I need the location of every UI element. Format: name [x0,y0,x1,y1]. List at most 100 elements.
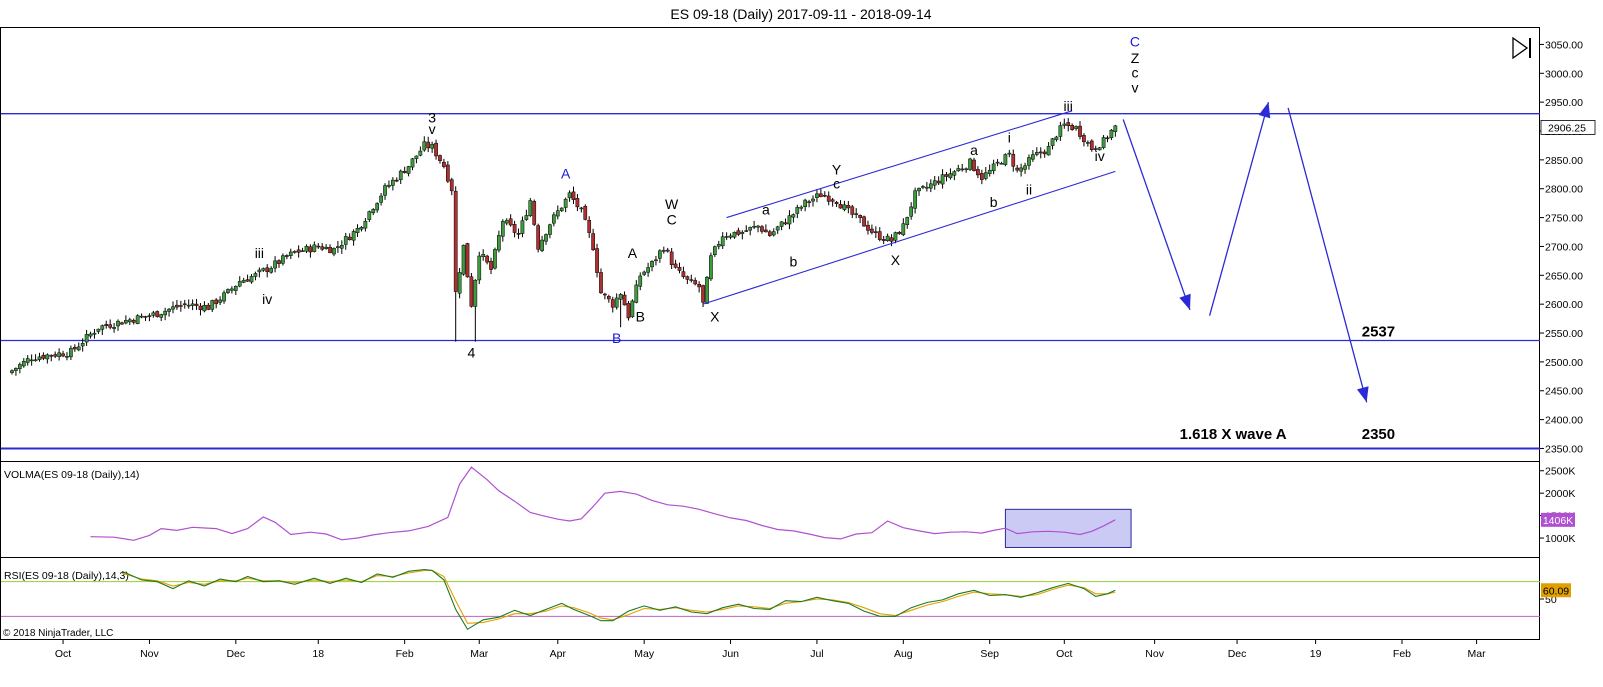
price-annotation: 2350 [1362,426,1395,443]
candle [638,272,643,291]
candle [877,227,882,242]
volume-tick-label: 1000K [1545,533,1575,545]
price-tick-label: 2600.00 [1545,299,1583,311]
candle [528,197,533,218]
candle [862,215,866,227]
volume-last-badge: 1406K [1541,512,1575,527]
wave-label: iii [255,245,264,261]
candle [689,274,694,283]
candle [838,200,843,209]
candle [1007,149,1012,158]
candle [1038,147,1043,159]
candle [406,165,411,177]
time-x-axis: Oct Nov Dec 18 Feb Mar Apr May Jun Jul Aug Sep Oct No… [55,640,1486,660]
candle [960,163,965,172]
candle [1066,118,1071,132]
candle [979,169,984,185]
candle [756,224,760,233]
trend-channel [702,110,1116,305]
wave-label: B [612,330,621,346]
candle [697,281,701,293]
rsi-y-axis: 50 [1540,594,1557,606]
candle [834,200,839,207]
candle [300,247,305,253]
candle [261,267,266,272]
candle [477,251,482,285]
price-tick-label: 2650.00 [1545,270,1583,282]
candle [320,243,325,251]
candle [1093,145,1098,152]
wave-label: c [833,176,840,192]
candle [634,280,639,304]
wave-label: b [789,254,797,270]
candle [866,220,870,235]
candle [25,355,30,366]
candle [630,299,635,318]
candle [952,170,957,181]
candle [69,345,73,361]
wave-label: C [667,212,677,228]
candle [245,274,250,282]
wave-label: 3 [428,109,436,125]
candle [913,187,917,214]
candle [112,322,116,333]
candle [1019,163,1023,177]
candle [520,216,525,238]
candle [897,231,902,235]
candle [182,299,187,309]
candle [819,188,823,198]
candle [53,351,58,359]
candle [932,176,937,190]
candle [669,248,674,269]
candle [787,210,792,230]
candle [80,338,85,352]
candle [540,235,544,253]
candle [29,354,34,366]
candle [285,254,289,260]
candle [371,208,376,216]
candle [948,168,953,180]
price-tick-label: 2400.00 [1545,415,1583,427]
price-tick-label: 2850.00 [1545,155,1583,167]
candle [398,169,403,185]
candle [202,301,207,313]
candle [701,284,705,308]
candle [591,228,595,251]
candle [673,259,678,269]
wave-label: 4 [468,344,476,360]
candle [779,221,784,231]
candle [438,154,442,164]
volume-highlight-box [1004,508,1132,548]
channel-line [726,110,1073,219]
candle [457,268,462,299]
candle [1086,140,1090,147]
candle [308,244,313,258]
channel-line [702,170,1116,305]
candle [1023,162,1027,174]
candle [571,186,576,204]
candle [124,315,128,325]
candle [296,245,301,258]
projection-arrow [1122,119,1191,311]
candle [999,161,1004,165]
candle [65,352,69,361]
candle [304,244,309,254]
scroll-to-end-icon[interactable] [1512,36,1531,60]
price-annotation: 2537 [1362,323,1395,340]
candle [1011,149,1016,172]
wave-label: A [628,245,638,261]
candle [1054,135,1059,142]
x-tick-label: Dec [1228,648,1247,660]
candle [430,141,434,153]
price-panel-frame [0,27,1540,462]
x-tick-label: Nov [140,648,159,660]
candle [343,232,348,250]
candle [516,228,521,239]
candle [1027,154,1031,170]
candle [394,177,399,183]
candle [237,276,242,288]
candle [1034,147,1039,157]
copyright-text: © 2018 NinjaTrader, LLC [3,628,113,639]
wave-label: a [970,142,978,158]
candle [324,244,328,250]
